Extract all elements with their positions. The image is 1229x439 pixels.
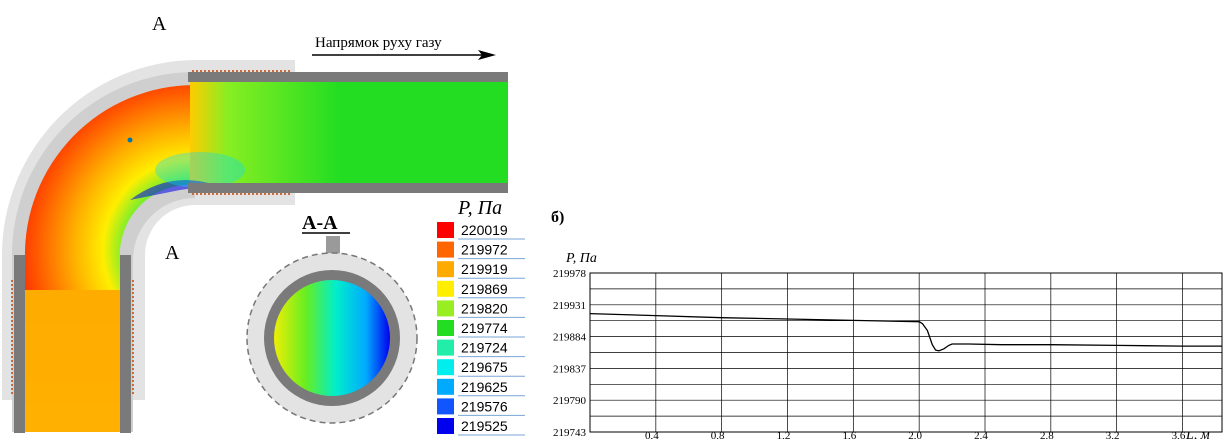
legend-value: 219774 (461, 320, 508, 336)
x-tick-label: 1,6 (842, 430, 856, 439)
y-axis-label: P, Па (565, 251, 597, 266)
top-pipe-wall (188, 72, 508, 82)
legend-swatch (437, 300, 454, 317)
pressure-legend: P, Па 220019 219972 219919 219869 219820 2197… (437, 197, 525, 436)
legend-swatch (437, 320, 454, 336)
y-tick-label: 219743 (553, 427, 587, 439)
legend-swatch (437, 261, 454, 278)
panel-b-label: б) (551, 209, 564, 226)
legend-value: 219525 (461, 418, 508, 434)
legend-swatch (437, 280, 454, 297)
right-vertical-wall (120, 255, 131, 433)
left-vertical-wall (14, 255, 25, 433)
y-tick-label: 219837 (553, 363, 587, 375)
x-axis-label: L, м (1185, 428, 1210, 439)
legend-swatch (437, 339, 454, 356)
legend-swatch (437, 418, 454, 434)
pipe-elbow-figure: А А Напрямок руху газу (1, 13, 508, 433)
legend-value: 219919 (461, 261, 508, 277)
x-tick-label: 1,2 (777, 430, 791, 439)
legend-title: P, Па (457, 197, 502, 219)
x-tick-label: 3,2 (1106, 430, 1120, 439)
horizontal-pipe-flow (190, 82, 508, 183)
legend-value: 219869 (461, 281, 508, 297)
x-tick-label: 2,0 (908, 430, 922, 439)
pressure-chart: 219978 219931 219884 219837 219790 219743 0,4 0… (553, 268, 1223, 439)
x-tick-label: 0,4 (645, 430, 659, 439)
legend-swatch (437, 359, 454, 376)
pressure-series-line (589, 312, 1222, 352)
legend-swatch (437, 222, 454, 238)
x-tick-label: 2,4 (974, 430, 988, 439)
legend-swatch (437, 378, 454, 395)
y-tick-label: 219978 (553, 268, 587, 280)
section-mark-top: А (152, 13, 167, 35)
cross-section-a-a: А-А (246, 212, 418, 424)
flow-direction-label: Напрямок руху газу (315, 35, 442, 51)
legend-value: 219972 (461, 242, 508, 258)
legend-value: 220019 (461, 222, 508, 238)
probe-point (127, 137, 133, 143)
flow-direction-arrowhead (478, 50, 496, 60)
section-title: А-А (302, 212, 338, 234)
legend-value: 219724 (461, 340, 508, 356)
x-tick-label: 0,8 (711, 430, 725, 439)
y-tick-label: 219790 (553, 395, 587, 407)
legend-value: 219576 (461, 398, 508, 414)
bottom-pipe-wall (188, 183, 508, 193)
section-flow (274, 280, 390, 396)
legend-swatch (437, 398, 454, 415)
y-tick-label: 219884 (553, 332, 587, 344)
y-tick-label: 219931 (553, 300, 586, 312)
x-tick-label: 2,8 (1040, 430, 1054, 439)
x-tick-label: 3,6 (1172, 430, 1186, 439)
vertical-pipe-flow (25, 290, 120, 433)
legend-value: 219820 (461, 300, 508, 316)
legend-value: 219625 (461, 379, 508, 395)
low-pressure-halo (155, 152, 245, 188)
section-mark-bottom: А (165, 242, 180, 264)
legend-swatch (437, 241, 454, 258)
legend-value: 219675 (461, 359, 508, 375)
